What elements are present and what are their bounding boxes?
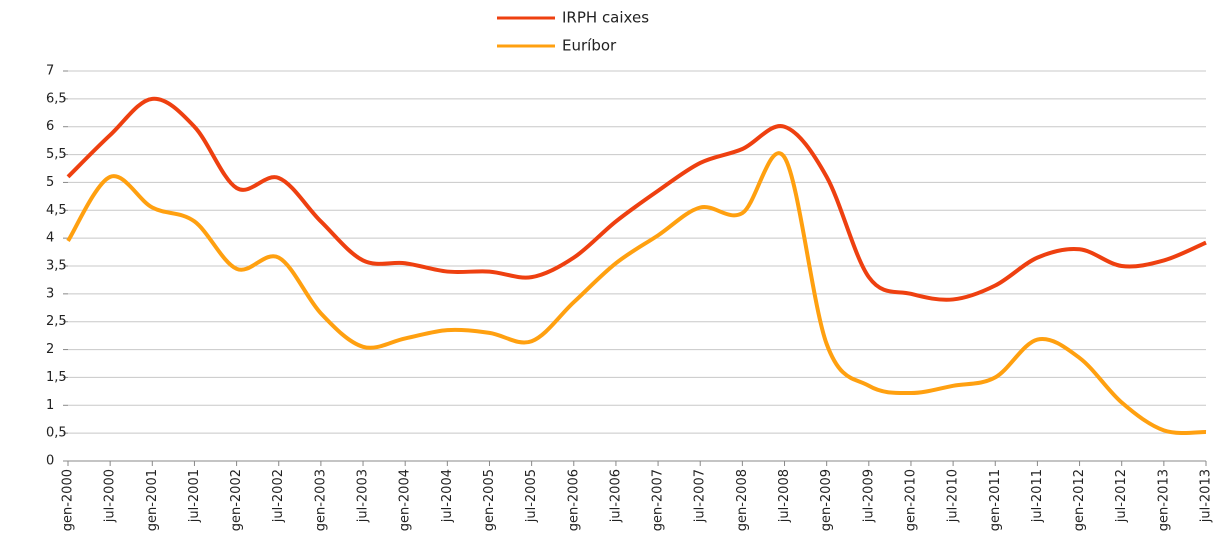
- y-tick-label: 3,5: [46, 259, 67, 274]
- x-tick-label: jul-2009: [861, 469, 876, 523]
- x-tick-label: jul-2012: [1114, 469, 1129, 523]
- x-tick-label: gen-2012: [1072, 469, 1087, 531]
- y-tick-label: 3: [46, 286, 54, 301]
- x-tick-label: gen-2005: [482, 469, 497, 531]
- y-tick-label: 5,5: [46, 147, 67, 162]
- x-tick-label: gen-2000: [61, 469, 76, 531]
- y-tick-label: 0: [46, 454, 54, 469]
- x-tick-label: jul-2002: [271, 469, 286, 523]
- y-tick-label: 4: [46, 231, 54, 246]
- x-tick-label: jul-2011: [1030, 469, 1045, 523]
- x-tick-label: gen-2006: [566, 469, 581, 531]
- y-tick-label: 7: [46, 64, 54, 79]
- y-tick-label: 1,5: [46, 370, 67, 385]
- x-tick-label: jul-2005: [524, 469, 539, 523]
- legend-label: Euríbor: [562, 37, 617, 55]
- x-tick-label: jul-2003: [356, 469, 371, 523]
- x-tick-label: jul-2006: [608, 469, 623, 523]
- x-tick-label: jul-2004: [440, 469, 455, 523]
- x-tick-label: gen-2009: [819, 469, 834, 531]
- x-tick-label: gen-2010: [903, 469, 918, 531]
- x-tick-label: jul-2013: [1199, 469, 1214, 523]
- line-series: [66, 96, 1207, 302]
- legend-label: IRPH caixes: [562, 9, 649, 27]
- y-tick-label: 2,5: [46, 314, 67, 329]
- x-tick-label: gen-2011: [988, 469, 1003, 531]
- x-tick-label: jul-2001: [187, 469, 202, 523]
- y-tick-label: 0,5: [46, 426, 67, 441]
- x-tick-label: gen-2007: [651, 469, 666, 531]
- x-tick-label: jul-2008: [777, 469, 792, 523]
- y-tick-label: 2: [46, 342, 54, 357]
- x-tick-label: gen-2003: [313, 469, 328, 531]
- y-tick-label: 6: [46, 119, 54, 134]
- x-tick-label: jul-2000: [103, 469, 118, 523]
- y-tick-label: 5: [46, 175, 54, 190]
- x-tick-label: gen-2002: [229, 469, 244, 531]
- line-series: [66, 151, 1207, 435]
- x-tick-label: gen-2004: [398, 469, 413, 531]
- y-tick-label: 4,5: [46, 203, 67, 218]
- x-tick-label: gen-2001: [145, 469, 160, 531]
- x-tick-label: gen-2013: [1156, 469, 1171, 531]
- x-tick-label: gen-2008: [735, 469, 750, 531]
- y-tick-label: 6,5: [46, 91, 67, 106]
- x-tick-label: jul-2010: [946, 469, 961, 523]
- y-tick-label: 1: [46, 398, 54, 413]
- x-tick-label: jul-2007: [693, 469, 708, 523]
